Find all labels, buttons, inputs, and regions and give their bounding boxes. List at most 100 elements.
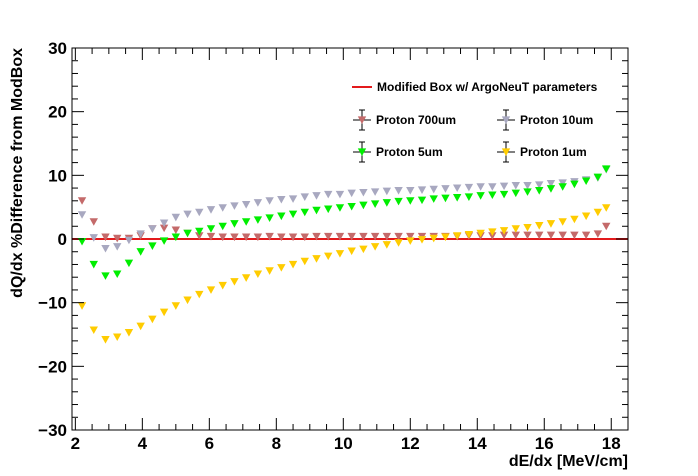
- data-point: [406, 237, 415, 245]
- data-point: [230, 278, 239, 286]
- data-point: [241, 218, 251, 226]
- data-point: [171, 233, 181, 242]
- data-point: [394, 239, 403, 247]
- data-point: [535, 181, 544, 189]
- data-point: [476, 229, 485, 238]
- data-point: [511, 189, 520, 198]
- data-point: [183, 229, 192, 238]
- data-point: [195, 227, 204, 236]
- data-point: [602, 204, 611, 212]
- data-point: [464, 230, 474, 239]
- x-tick-label: 14: [468, 434, 487, 453]
- legend-label: Proton 5um: [376, 145, 443, 159]
- legend-item-3: Proton 1um: [497, 141, 587, 163]
- x-tick-label: 12: [401, 434, 420, 453]
- data-point: [581, 231, 591, 240]
- data-point: [382, 199, 392, 207]
- data-point: [335, 250, 345, 258]
- data-point: [370, 200, 380, 208]
- data-point: [335, 204, 345, 212]
- legend-label: Proton 1um: [520, 145, 587, 159]
- data-point: [347, 189, 356, 198]
- legend-item-2: Proton 5um: [353, 141, 443, 163]
- data-point: [136, 230, 145, 238]
- data-point: [581, 177, 591, 186]
- data-point: [370, 243, 380, 251]
- data-point: [370, 232, 380, 241]
- data-point: [230, 233, 239, 242]
- data-point: [417, 196, 427, 205]
- data-point: [265, 197, 274, 205]
- x-tick-label: 16: [535, 434, 554, 453]
- data-point: [253, 216, 263, 224]
- data-point: [394, 232, 403, 241]
- data-point: [288, 233, 298, 242]
- data-point: [429, 234, 438, 243]
- data-point: [546, 220, 556, 228]
- x-tick-label: 18: [602, 434, 621, 453]
- data-point: [335, 232, 345, 241]
- data-point: [206, 232, 216, 241]
- data-point: [124, 236, 134, 245]
- data-point: [113, 234, 122, 243]
- data-point: [89, 218, 98, 226]
- data-point: [218, 281, 227, 290]
- y-tick-label: 10: [48, 166, 67, 185]
- data-point: [195, 208, 204, 217]
- data-point: [429, 185, 438, 194]
- data-point: [523, 188, 532, 196]
- data-point: [113, 243, 122, 251]
- data-point: [183, 296, 192, 305]
- data-point: [206, 286, 216, 294]
- data-point: [89, 260, 98, 269]
- data-point: [183, 210, 192, 219]
- data-point: [77, 211, 87, 219]
- data-point: [148, 315, 157, 324]
- data-point: [441, 194, 450, 203]
- data-point: [253, 233, 263, 242]
- x-tick-label: 4: [138, 434, 148, 453]
- data-point: [602, 165, 611, 173]
- y-tick-label: −30: [38, 421, 67, 440]
- data-point: [324, 205, 333, 214]
- data-point: [593, 173, 603, 182]
- data-point: [312, 192, 321, 200]
- data-point: [546, 231, 556, 240]
- data-point: [429, 195, 438, 203]
- data-point: [347, 202, 356, 211]
- data-point: [570, 215, 579, 224]
- data-point: [136, 322, 145, 331]
- x-tick-label: 2: [71, 434, 80, 453]
- data-point: [417, 186, 427, 194]
- y-tick-label: 0: [58, 230, 67, 249]
- data-point: [441, 233, 450, 242]
- data-point: [558, 179, 567, 187]
- data-point: [488, 228, 497, 236]
- data-point: [300, 208, 309, 217]
- legend-item-1: Proton 10um: [497, 109, 593, 131]
- data-point: [417, 236, 427, 244]
- data-point: [464, 193, 474, 201]
- data-point: [265, 214, 274, 222]
- data-point: [511, 231, 520, 240]
- data-point: [382, 232, 392, 241]
- data-point: [218, 222, 227, 231]
- data-point: [593, 230, 603, 238]
- x-tick-label: 10: [334, 434, 353, 453]
- data-point: [581, 212, 591, 221]
- legend-marker: [357, 148, 367, 156]
- x-tick-label: 6: [205, 434, 214, 453]
- series-3: [77, 204, 611, 344]
- legend-item-0: Proton 700um: [353, 109, 456, 131]
- data-point: [77, 197, 87, 205]
- legend-label: Proton 700um: [376, 113, 456, 127]
- data-point: [300, 233, 309, 242]
- data-point: [382, 241, 392, 249]
- data-point: [277, 195, 286, 204]
- data-point: [359, 232, 368, 241]
- y-tick-label: −20: [38, 357, 67, 376]
- data-point: [113, 270, 122, 279]
- data-point: [89, 326, 98, 335]
- data-point: [406, 187, 415, 195]
- data-point: [476, 192, 485, 200]
